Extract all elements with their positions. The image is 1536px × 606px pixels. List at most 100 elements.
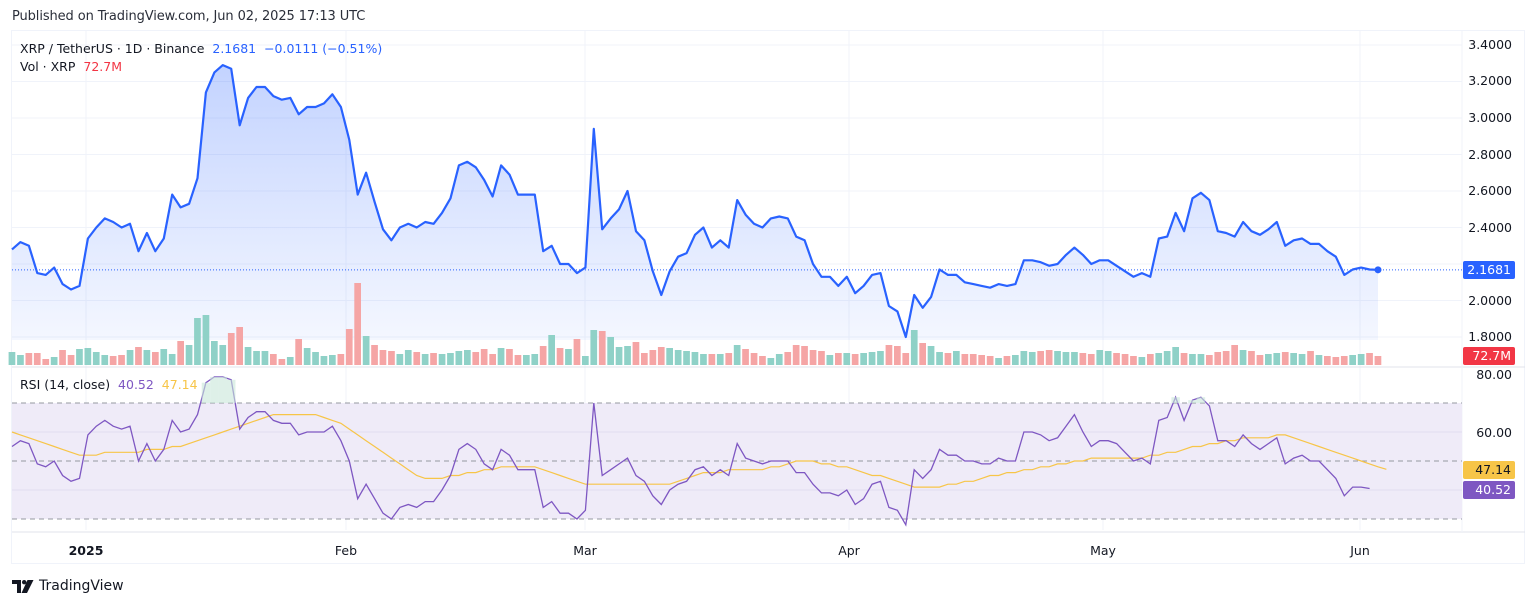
- volume-bar: [202, 315, 210, 365]
- volume-bar: [1054, 351, 1061, 365]
- volume-bar: [143, 350, 151, 365]
- volume-bar: [1206, 355, 1213, 365]
- volume-bar: [177, 341, 184, 365]
- volume-bar: [337, 354, 345, 365]
- volume-bar: [1113, 353, 1120, 365]
- volume-bar: [1222, 351, 1230, 365]
- volume-bar: [1349, 355, 1356, 365]
- last-price: 2.1681: [212, 41, 257, 56]
- volume-bar: [455, 351, 463, 365]
- volume-bar: [733, 345, 741, 365]
- volume-bar: [354, 283, 361, 365]
- volume-bar: [1155, 353, 1163, 365]
- volume-bar: [1298, 354, 1306, 365]
- volume-bar: [396, 354, 404, 365]
- volume-bar: [649, 350, 657, 365]
- volume-bar: [1197, 354, 1205, 365]
- volume-bar: [185, 345, 193, 365]
- volume-bar: [1374, 356, 1382, 365]
- volume-bar: [25, 353, 33, 365]
- volume-bar: [573, 339, 581, 365]
- tradingview-logo[interactable]: TradingView: [12, 578, 124, 594]
- volume-legend: Vol · XRP 72.7M: [20, 59, 122, 74]
- rsi-overbought-fill: [1171, 397, 1180, 403]
- time-axis-label: Feb: [334, 543, 358, 558]
- volume-bar: [927, 346, 935, 365]
- volume-bar: [691, 352, 699, 365]
- volume-bar: [17, 355, 24, 365]
- rsi-overbought-fill: [1188, 400, 1197, 403]
- volume-bar: [236, 327, 243, 365]
- volume-bar: [84, 348, 92, 365]
- volume-bar: [590, 330, 598, 365]
- price-axis-label: 3.4000: [1468, 37, 1512, 52]
- volume-bar: [126, 350, 134, 365]
- volume-bar: [1163, 351, 1171, 365]
- volume-bar: [1138, 357, 1146, 365]
- price-line: [11, 63, 1379, 339]
- volume-bar: [1079, 353, 1087, 365]
- volume-bar: [1340, 356, 1348, 365]
- volume-bar: [641, 353, 648, 365]
- volume-bar: [902, 353, 910, 365]
- volume-bar: [371, 345, 378, 365]
- volume-bar: [1307, 351, 1314, 365]
- rsi-legend: RSI (14, close) 40.52 47.14: [20, 377, 198, 392]
- symbol-title[interactable]: XRP / TetherUS · 1D · Binance: [20, 41, 205, 56]
- volume-bar: [1239, 350, 1247, 365]
- volume-bar: [1231, 345, 1238, 365]
- volume-bar: [1121, 354, 1129, 365]
- volume-bar: [1332, 357, 1340, 365]
- volume-bar: [607, 337, 614, 365]
- rsi-title[interactable]: RSI (14, close): [20, 377, 111, 392]
- price-axis-label: 2.8000: [1468, 147, 1512, 162]
- volume-bar: [506, 349, 513, 365]
- volume-bar: [851, 354, 859, 365]
- volume-bar: [92, 352, 100, 365]
- time-axis-label: Apr: [838, 543, 860, 558]
- volume-bar: [253, 351, 260, 365]
- volume-bar: [657, 347, 665, 365]
- volume-bar: [539, 346, 547, 365]
- volume-bar: [1281, 352, 1289, 365]
- volume-bar: [835, 353, 842, 365]
- volume-bar: [978, 355, 985, 365]
- volume-bar: [801, 346, 808, 365]
- published-caption: Published on TradingView.com, Jun 02, 20…: [12, 9, 366, 24]
- volume-bar: [624, 346, 631, 365]
- volume-bar: [995, 358, 1002, 365]
- volume-bar: [464, 350, 471, 365]
- volume-bar: [1256, 355, 1264, 365]
- price-axis-label: 2.6000: [1468, 183, 1512, 198]
- volume-bar: [1324, 356, 1331, 365]
- time-axis-label: Mar: [573, 543, 597, 558]
- volume-bar: [50, 357, 58, 365]
- time-axis-label: 2025: [68, 543, 104, 558]
- volume-bar: [1003, 356, 1011, 365]
- rsi-ma-value: 47.14: [161, 377, 198, 392]
- time-axis-label: Jun: [1350, 543, 1370, 558]
- tradingview-logo-icon: [12, 579, 34, 593]
- price-area-fill: [12, 65, 1378, 340]
- chart-frame: [11, 30, 1525, 564]
- volume-bar: [59, 350, 66, 365]
- volume-bar: [109, 356, 117, 365]
- volume-bar: [270, 354, 277, 365]
- volume-bar: [1147, 354, 1154, 365]
- volume-bar: [986, 356, 994, 365]
- volume-bar: [725, 353, 733, 365]
- volume-bar: [1037, 351, 1044, 365]
- volume-bar: [1096, 350, 1104, 365]
- volume-bar: [969, 354, 977, 365]
- volume-title[interactable]: Vol · XRP: [20, 59, 76, 74]
- volume-bar: [447, 353, 454, 365]
- volume-bar: [480, 349, 488, 365]
- volume-bar: [1366, 353, 1373, 365]
- rsi-axis-label: 60.00: [1476, 425, 1512, 440]
- symbol-legend: XRP / TetherUS · 1D · Binance 2.1681 −0.…: [20, 41, 382, 56]
- volume-bar: [1130, 356, 1137, 365]
- volume-bar: [708, 354, 716, 365]
- price-axis-label: 3.2000: [1468, 73, 1512, 88]
- volume-bar: [1214, 352, 1222, 365]
